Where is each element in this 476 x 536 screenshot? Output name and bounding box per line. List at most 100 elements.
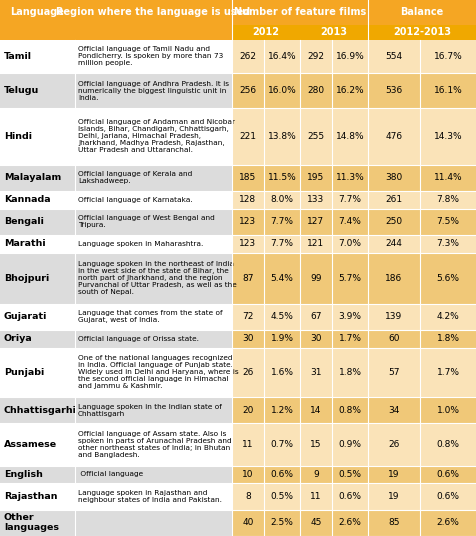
Bar (0, 40, 75, 73)
Bar (0, 73, 75, 108)
Text: 2.5%: 2.5% (270, 518, 293, 527)
Text: 185: 185 (239, 173, 257, 182)
Bar (0, 0, 75, 25)
Text: 11.3%: 11.3% (336, 173, 364, 182)
Bar (0, 209, 75, 235)
Text: 20: 20 (242, 406, 254, 415)
Text: 19: 19 (388, 492, 400, 501)
Text: English: English (4, 470, 43, 479)
Text: 0.6%: 0.6% (436, 492, 459, 501)
Text: 0.8%: 0.8% (436, 440, 459, 449)
Text: 7.7%: 7.7% (270, 239, 294, 248)
Bar (368, 252, 476, 304)
Text: 7.4%: 7.4% (338, 217, 361, 226)
Text: 26: 26 (388, 440, 400, 449)
Text: 0.6%: 0.6% (436, 470, 459, 479)
Text: Language spoken in the northeast of India
in the west side of the state of Bihar: Language spoken in the northeast of Indi… (78, 261, 237, 295)
Text: Region where the language is used: Region where the language is used (56, 8, 251, 17)
Text: 11.5%: 11.5% (268, 173, 297, 182)
Bar (0, 304, 75, 330)
Text: 7.0%: 7.0% (338, 239, 361, 248)
Text: 261: 261 (386, 195, 403, 204)
Text: 2012-2013: 2012-2013 (393, 27, 451, 37)
Bar (232, 483, 368, 510)
Text: 4.2%: 4.2% (436, 312, 459, 322)
Bar (0, 330, 75, 348)
Text: 250: 250 (386, 217, 403, 226)
Bar (232, 165, 368, 191)
Bar (368, 397, 476, 423)
Bar (368, 423, 476, 466)
Text: 3.9%: 3.9% (338, 312, 361, 322)
Text: 292: 292 (307, 52, 325, 61)
Bar (368, 191, 476, 209)
Bar (368, 348, 476, 397)
Text: 195: 195 (307, 173, 325, 182)
Text: 1.2%: 1.2% (270, 406, 293, 415)
Text: Punjabi: Punjabi (4, 368, 44, 377)
Bar (368, 209, 476, 235)
Text: Official language of Karnataka.: Official language of Karnataka. (78, 197, 193, 203)
Bar (368, 40, 476, 73)
Text: 1.0%: 1.0% (436, 406, 459, 415)
Bar (75, 483, 232, 510)
Text: 67: 67 (310, 312, 322, 322)
Text: 262: 262 (239, 52, 257, 61)
Bar (368, 510, 476, 536)
Text: Language spoken in Maharashtra.: Language spoken in Maharashtra. (78, 241, 203, 247)
Text: 123: 123 (239, 239, 257, 248)
Text: 5.4%: 5.4% (270, 273, 293, 282)
Text: Official language of Kerala and
Lakshadweep.: Official language of Kerala and Lakshadw… (78, 172, 192, 184)
Bar (75, 73, 232, 108)
Text: 133: 133 (307, 195, 325, 204)
Text: 8: 8 (245, 492, 251, 501)
Bar (0, 165, 75, 191)
Text: 30: 30 (242, 334, 254, 344)
Text: 60: 60 (388, 334, 400, 344)
Text: 19: 19 (388, 470, 400, 479)
Bar (232, 348, 368, 397)
Bar (232, 25, 300, 40)
Text: 2012: 2012 (252, 27, 279, 37)
Text: Malayalam: Malayalam (4, 173, 61, 182)
Bar (0, 483, 75, 510)
Text: Assamese: Assamese (4, 440, 57, 449)
Bar (232, 209, 368, 235)
Text: 7.7%: 7.7% (338, 195, 361, 204)
Bar (368, 466, 476, 483)
Bar (75, 235, 232, 252)
Text: 139: 139 (386, 312, 403, 322)
Text: Language that comes from the state of
Gujarat, west of India.: Language that comes from the state of Gu… (78, 310, 223, 323)
Text: 128: 128 (239, 195, 257, 204)
Bar (232, 304, 368, 330)
Bar (232, 40, 368, 73)
Bar (232, 466, 368, 483)
Text: 0.5%: 0.5% (270, 492, 294, 501)
Bar (232, 423, 368, 466)
Text: Official language of Tamil Nadu and
Pondicherry. Is spoken by more than 73
milli: Official language of Tamil Nadu and Pond… (78, 46, 223, 66)
Text: 14: 14 (310, 406, 322, 415)
Text: 0.6%: 0.6% (338, 492, 361, 501)
Text: Marathi: Marathi (4, 239, 46, 248)
Text: 127: 127 (307, 217, 325, 226)
Text: 8.0%: 8.0% (270, 195, 294, 204)
Bar (0, 348, 75, 397)
Text: 87: 87 (242, 273, 254, 282)
Text: Official language of Andhra Pradesh. It is
numerically the biggest linguistic un: Official language of Andhra Pradesh. It … (78, 80, 229, 101)
Text: 0.9%: 0.9% (338, 440, 361, 449)
Text: Bhojpuri: Bhojpuri (4, 273, 49, 282)
Bar (75, 330, 232, 348)
Bar (368, 330, 476, 348)
Bar (75, 191, 232, 209)
Text: Gujarati: Gujarati (4, 312, 48, 322)
Text: 380: 380 (386, 173, 403, 182)
Text: 13.8%: 13.8% (268, 132, 297, 141)
Text: 0.6%: 0.6% (270, 470, 294, 479)
Text: 1.7%: 1.7% (436, 368, 459, 377)
Text: 255: 255 (307, 132, 325, 141)
Text: 554: 554 (386, 52, 403, 61)
Text: 26: 26 (242, 368, 254, 377)
Bar (0, 510, 75, 536)
Bar (75, 108, 232, 165)
Text: Language spoken in the Indian state of
Chhattisgarh: Language spoken in the Indian state of C… (78, 404, 222, 416)
